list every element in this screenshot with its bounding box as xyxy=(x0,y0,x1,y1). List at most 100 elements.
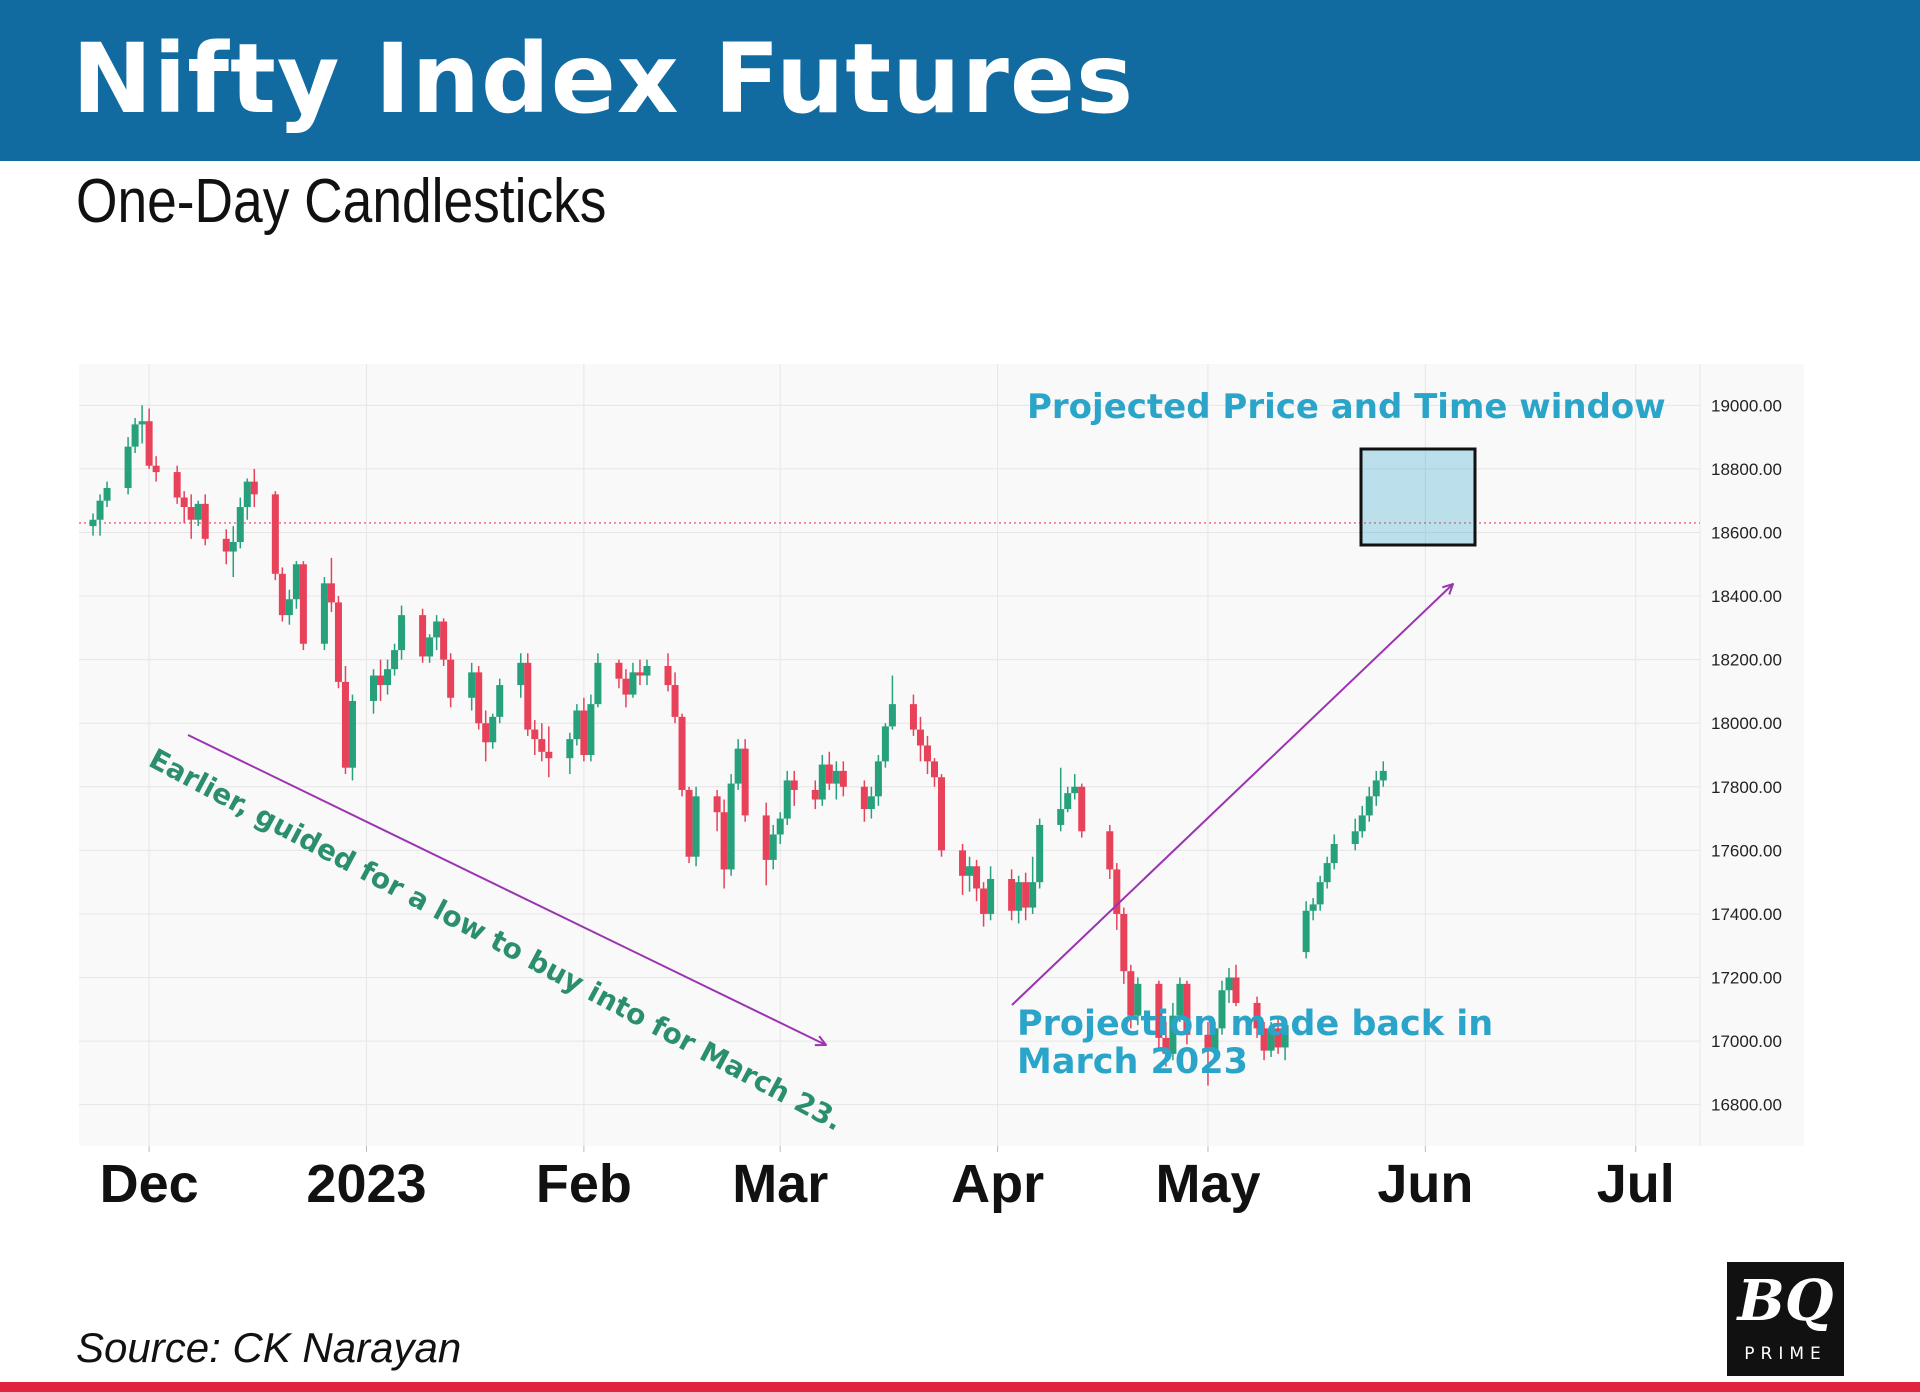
candle-body xyxy=(1316,882,1324,905)
candle-body xyxy=(692,796,700,857)
candle-body xyxy=(720,812,728,870)
plot-area xyxy=(79,364,1804,1146)
candle-body xyxy=(790,780,798,790)
candle-body xyxy=(475,672,483,724)
x-tick-label: Apr xyxy=(951,1154,1044,1214)
candle-body xyxy=(916,729,924,746)
y-tick-label: 16800.00 xyxy=(1711,1096,1782,1115)
candle-body xyxy=(874,761,882,797)
x-tick-label: 2023 xyxy=(306,1154,426,1214)
candle-body xyxy=(643,665,651,676)
candle-body xyxy=(531,729,539,740)
y-tick-label: 18000.00 xyxy=(1711,714,1782,733)
x-tick-label: Jul xyxy=(1597,1154,1675,1214)
candle-body xyxy=(348,700,356,768)
candle-body xyxy=(573,710,581,740)
candle-body xyxy=(103,487,111,501)
candle-body xyxy=(1253,1002,1261,1029)
candle-body xyxy=(180,497,188,508)
candle-body xyxy=(320,583,328,644)
logo-subtext: PRIME xyxy=(1744,1344,1827,1364)
chart-subtitle: One-Day Candlesticks xyxy=(76,167,607,236)
candle-body xyxy=(1211,1028,1219,1051)
candle-body xyxy=(1134,983,1142,1016)
x-tick-label: Feb xyxy=(536,1154,632,1214)
candle-body xyxy=(980,888,988,914)
candle-body xyxy=(250,481,258,495)
candle-body xyxy=(1113,869,1121,914)
candle-body xyxy=(762,815,770,860)
candle-body xyxy=(1169,1015,1177,1054)
candle-body xyxy=(685,789,693,857)
candle-body xyxy=(545,751,553,759)
candles xyxy=(89,405,1387,1086)
candle-body xyxy=(1036,824,1044,883)
y-tick-label: 17200.00 xyxy=(1711,969,1782,988)
down-trend-arrow xyxy=(187,734,826,1045)
candle-body xyxy=(131,424,139,447)
candle-body xyxy=(222,538,230,552)
y-tick-label: 18800.00 xyxy=(1711,460,1782,479)
candle-body xyxy=(229,542,237,552)
candle-body xyxy=(671,685,679,717)
candle-body xyxy=(1232,977,1240,1003)
candle-body xyxy=(615,662,623,679)
candle-body xyxy=(1008,878,1016,911)
candle-body xyxy=(1204,1034,1212,1051)
candle-body xyxy=(966,866,974,876)
candle-body xyxy=(419,615,427,657)
candle-body xyxy=(839,770,847,787)
candle-body xyxy=(825,764,833,784)
candle-body xyxy=(629,672,637,695)
candle-body xyxy=(482,723,490,743)
candle-body xyxy=(1176,983,1184,1016)
candle-body xyxy=(1029,882,1037,908)
up-trend-arrow xyxy=(1011,584,1453,1006)
candle-body xyxy=(783,780,791,819)
candle-body xyxy=(145,421,153,466)
candle-body xyxy=(818,764,826,800)
y-tick-label: 19000.00 xyxy=(1711,396,1782,415)
candle-body xyxy=(236,507,244,543)
candle-body xyxy=(517,662,525,686)
projection-note-line2: March 2023 xyxy=(1017,1042,1248,1082)
candle-body xyxy=(194,503,202,520)
candle-body xyxy=(1351,831,1359,845)
candle-body xyxy=(987,878,995,914)
candle-body xyxy=(327,583,335,603)
candle-body xyxy=(1323,863,1331,883)
projection-window-box xyxy=(1359,447,1477,547)
x-tick-label: Jun xyxy=(1377,1154,1473,1214)
candle-body xyxy=(1120,913,1128,972)
candle-body xyxy=(292,564,300,600)
candle-body xyxy=(334,602,342,682)
candle-body xyxy=(398,615,406,651)
candle-body xyxy=(1162,1037,1170,1054)
candle-body xyxy=(96,500,104,520)
candle-body xyxy=(1281,1025,1289,1048)
candle-body xyxy=(1274,1028,1282,1048)
candle-body xyxy=(1267,1028,1275,1051)
candle-body xyxy=(727,783,735,870)
candle-body xyxy=(447,659,455,698)
header-banner: Nifty Index Futures xyxy=(0,0,1920,161)
candle-body xyxy=(1078,786,1086,832)
x-axis: Dec 2023 Feb Mar Apr May Jun Jul xyxy=(100,1146,1675,1214)
candle-body xyxy=(923,745,931,762)
candle-body xyxy=(370,675,378,701)
candle-body xyxy=(1183,983,1191,1035)
candle-body xyxy=(1071,786,1079,794)
candle-body xyxy=(580,710,588,755)
x-tick-label: Dec xyxy=(100,1154,199,1214)
candle-body xyxy=(973,866,981,889)
candle-body xyxy=(1218,990,1226,1029)
candle-body xyxy=(299,564,307,644)
candle-body xyxy=(930,761,938,778)
candle-body xyxy=(664,665,672,686)
candle-body xyxy=(1330,844,1338,864)
projected-window-label: Projected Price and Time window xyxy=(1027,387,1666,427)
candle-body xyxy=(278,573,286,616)
candle-body xyxy=(566,739,574,759)
candle-body xyxy=(391,650,399,670)
